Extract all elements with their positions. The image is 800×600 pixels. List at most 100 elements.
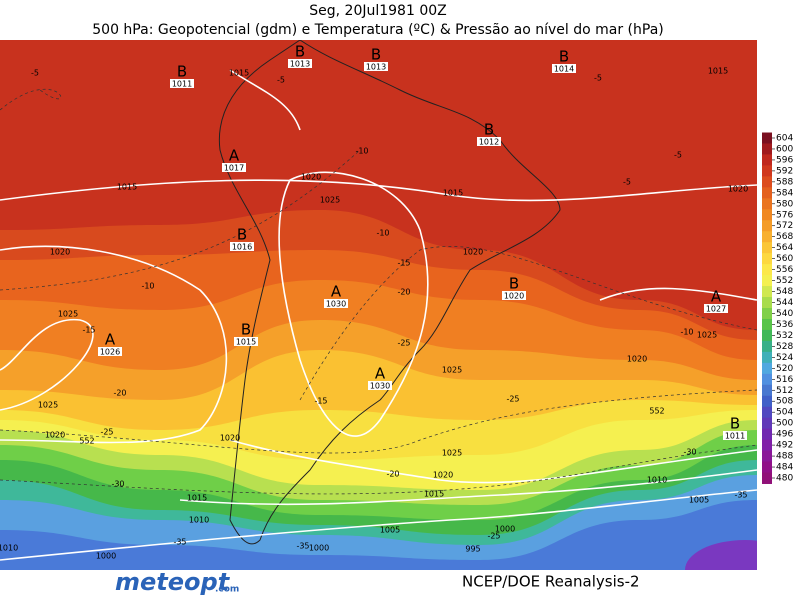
center-value: 1014 [554, 65, 574, 74]
map: B1011B1013B1013B1014B1012A1017B1016A1030… [0, 40, 757, 570]
temperature-label: -15 [314, 397, 327, 406]
temperature-label: -35 [296, 542, 309, 551]
center-letter: B [237, 226, 247, 244]
center-value: 1020 [504, 292, 524, 301]
isobar-label: 1015 [229, 69, 249, 78]
center-letter: B [509, 275, 519, 293]
colorbar-swatch [762, 373, 772, 386]
colorbar-swatch [762, 351, 772, 364]
colorbar-swatch [762, 384, 772, 397]
colorbar-label: 592 [776, 166, 793, 176]
colorbar-swatch [762, 297, 772, 309]
colorbar-label: 584 [776, 188, 793, 198]
center-value: 1012 [479, 138, 499, 147]
center-value-box [324, 299, 348, 308]
center-letter: A [331, 283, 342, 301]
colorbar-swatch [762, 198, 772, 210]
colorbar-label: 568 [776, 232, 793, 242]
colorbar-label: 484 [776, 463, 793, 473]
colorbar-label: 560 [776, 254, 793, 264]
center-value: 1015 [236, 338, 256, 347]
colorbar-swatch [762, 329, 772, 342]
colorbar: 6046005965925885845805765725685645605565… [762, 132, 793, 484]
colorbar-swatch [762, 231, 772, 243]
center-value-box [477, 137, 501, 146]
colorbar-label: 520 [776, 364, 793, 374]
temperature-label: -5 [623, 178, 631, 187]
center-letter: B [241, 321, 251, 339]
center-value: 1026 [100, 348, 120, 357]
isobar-label: 995 [465, 545, 480, 554]
center-value-box [502, 291, 526, 300]
isobar-label: 1010 [647, 476, 667, 485]
colorbar-label: 540 [776, 309, 793, 319]
colorbar-label: 556 [776, 265, 793, 275]
center-value-box [364, 62, 388, 71]
temperature-label: -25 [100, 428, 113, 437]
isobar-label: 1015 [424, 490, 444, 499]
isobar-label: 1020 [45, 431, 65, 440]
colorbar-label: 572 [776, 221, 793, 231]
colorbar-label: 588 [776, 177, 793, 187]
temperature-label: 552 [79, 437, 94, 446]
colorbar-label: 516 [776, 375, 793, 385]
center-value: 1030 [370, 382, 390, 391]
colorbar-label: 528 [776, 342, 793, 352]
colorbar-label: 564 [776, 243, 793, 253]
center-value: 1027 [706, 305, 726, 314]
center-letter: A [375, 365, 386, 383]
isobar-label: 1025 [442, 449, 462, 458]
colorbar-label: 532 [776, 331, 793, 341]
colorbar-label: 500 [776, 419, 793, 429]
center-value: 1013 [290, 60, 310, 69]
temperature-label: -35 [734, 491, 747, 500]
temperature-label: -10 [376, 229, 389, 238]
colorbar-swatch [762, 286, 772, 298]
colorbar-label: 480 [776, 474, 793, 484]
temperature-label: -10 [355, 147, 368, 156]
colorbar-swatch [762, 340, 772, 353]
center-value-box [288, 59, 312, 68]
isobar-label: 1015 [443, 189, 463, 198]
colorbar-swatch [762, 472, 772, 484]
colorbar-label: 600 [776, 144, 793, 154]
colorbar-swatch [762, 220, 772, 232]
colorbar-label: 544 [776, 298, 793, 308]
temperature-label: -10 [680, 328, 693, 337]
isobar-label: 1000 [495, 525, 515, 534]
colorbar-swatch [762, 253, 772, 265]
temperature-label: -20 [397, 288, 410, 297]
isobar-label: 1020 [50, 248, 70, 257]
colorbar-label: 508 [776, 397, 793, 407]
colorbar-swatch [762, 318, 772, 331]
colorbar-swatch [762, 176, 772, 188]
colorbar-label: 580 [776, 199, 793, 209]
colorbar-swatch [762, 132, 772, 144]
continent-outline [218, 40, 561, 545]
temperature-label: -30 [111, 480, 124, 489]
isobar-label: 1010 [0, 544, 18, 553]
colorbar-swatch [762, 165, 772, 177]
temperature-label: -30 [683, 448, 696, 457]
isobar-label: 1015 [708, 67, 728, 76]
map-labels: B1011B1013B1013B1014B1012A1017B1016A1030… [0, 43, 748, 561]
isobar-label: 1015 [117, 183, 137, 192]
colorbar-swatch [762, 362, 772, 375]
center-value-box [98, 347, 122, 356]
isobar-label: 1020 [433, 471, 453, 480]
isobar-label: 1025 [320, 196, 340, 205]
center-value: 1011 [172, 80, 192, 89]
center-value-box [222, 163, 246, 172]
isobars [0, 69, 757, 561]
temperature-label: 552 [649, 407, 664, 416]
isotherms [0, 89, 757, 495]
center-letter: B [177, 63, 187, 81]
colorbar-label: 536 [776, 320, 793, 330]
isobar-label: 1010 [189, 516, 209, 525]
colorbar-label: 504 [776, 408, 793, 418]
title: 500 hPa: Geopotencial (gdm) e Temperatur… [92, 22, 663, 38]
colorbar-swatch [762, 395, 772, 408]
temperature-bands [0, 210, 757, 570]
temperature-label: -20 [386, 470, 399, 479]
